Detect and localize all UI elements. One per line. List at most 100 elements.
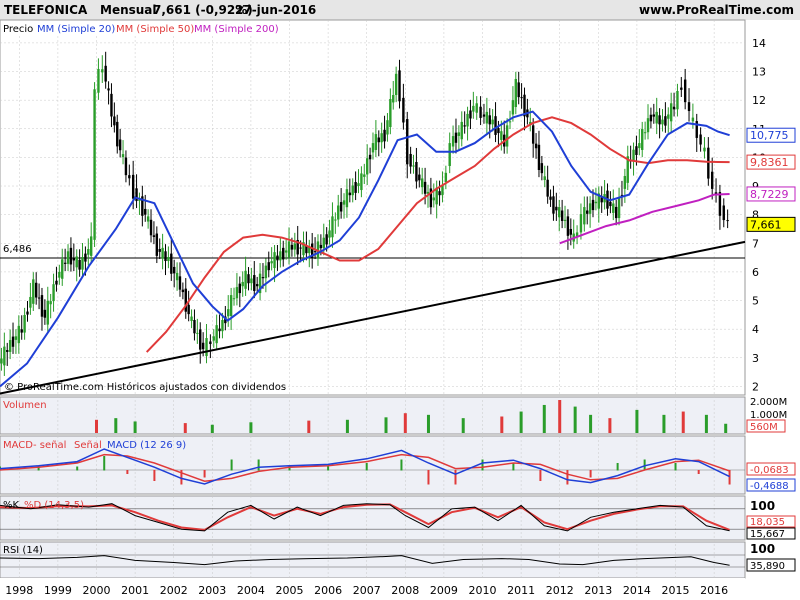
rsi-title: RSI (14) [3, 545, 43, 556]
candle-body [284, 250, 288, 253]
volume-value: 560M [750, 422, 778, 433]
candle-body [339, 202, 343, 212]
candle-body [267, 262, 270, 271]
symbol-label: TELEFONICA [4, 3, 88, 17]
volume-bar [426, 414, 430, 433]
macd-hist-bar [674, 463, 677, 471]
volume-bar [608, 418, 612, 433]
candle-body [282, 247, 285, 260]
candle-body [635, 146, 638, 155]
rsi-value: 35,890 [750, 561, 785, 572]
candle-body [43, 309, 47, 318]
macd-hist-bar [37, 466, 40, 471]
candle-body [235, 287, 239, 299]
x-tick-label: 2009 [430, 584, 458, 597]
value-label-ma20: 10,775 [750, 129, 789, 142]
candle-body [558, 207, 561, 218]
stoch-k-box [746, 527, 796, 540]
candle-body [517, 82, 520, 98]
candle-body [342, 200, 346, 205]
value-label-box-price [746, 216, 796, 232]
candle-body [520, 97, 523, 99]
legend-ma20: MM (Simple 20) [37, 24, 115, 35]
candle-body [319, 244, 323, 249]
candle-body [32, 279, 35, 304]
candle-body [209, 341, 212, 345]
candle-body [597, 193, 600, 209]
candle-body [429, 188, 433, 208]
candle-body [75, 256, 78, 268]
candle-body [328, 230, 331, 238]
candle-body [722, 205, 725, 221]
candle-body [52, 284, 55, 302]
candle-body [695, 121, 698, 138]
y-tick-label: 13 [752, 66, 766, 79]
volume-title: Volumen [3, 400, 47, 411]
candle-body [360, 173, 363, 191]
candle-body [184, 288, 187, 312]
macd-hist-bar [126, 470, 129, 474]
macd-signal-box [746, 462, 796, 476]
period-label: Mensual [100, 3, 157, 17]
candle-body [11, 336, 15, 347]
macd-hist-bar [153, 470, 156, 481]
candle-body [97, 68, 100, 93]
candle-body [426, 191, 430, 194]
candle-body [632, 149, 635, 162]
candle-body [261, 277, 265, 279]
header-bar [0, 0, 800, 20]
volume-bar [724, 423, 728, 433]
candle-body [667, 114, 670, 119]
candle-body [620, 194, 624, 196]
candle-body [415, 161, 418, 182]
macd-hist-bar [76, 466, 79, 471]
candle-body [232, 298, 236, 300]
candle-body [244, 270, 247, 289]
candle-body [113, 116, 116, 126]
candle-body [383, 129, 386, 142]
candle-body [563, 219, 567, 221]
candle-body [229, 295, 233, 316]
x-tick-label: 2001 [121, 584, 149, 597]
x-tick-label: 2014 [623, 584, 651, 597]
candle-body [718, 192, 722, 216]
volume-bar [114, 418, 118, 433]
y-tick-label: 4 [752, 323, 759, 336]
candle-body [482, 114, 486, 117]
candle-body [575, 232, 579, 237]
candle-body [337, 205, 340, 220]
candle-body [308, 247, 311, 254]
macd-legend-diff: MACD- señal [3, 440, 66, 451]
candle-body [676, 90, 679, 110]
candle-body [365, 158, 369, 175]
candle-body [546, 179, 549, 197]
volume-bar [95, 419, 99, 433]
candle-body [293, 243, 297, 250]
date-label: 27-jun-2016 [235, 3, 316, 17]
candle-body [253, 275, 256, 291]
candle-body [258, 273, 262, 294]
candle-body [299, 247, 302, 249]
candle-body [313, 251, 317, 253]
candle-body [224, 316, 227, 324]
footnote: © ProRealTime.com Históricos ajustados c… [4, 381, 286, 393]
candle-body [451, 136, 455, 147]
candle-body [638, 143, 641, 149]
candle-body [537, 144, 541, 170]
candle-body [46, 300, 49, 325]
candle-body [479, 106, 482, 118]
candle-body [124, 157, 128, 176]
macd-value: -0,4688 [750, 481, 789, 492]
candle-body [652, 114, 656, 117]
candle-body [664, 116, 667, 126]
rsi-value-box [746, 558, 796, 572]
x-tick-label: 2003 [198, 584, 226, 597]
candle-body [531, 125, 535, 144]
candle-body [710, 171, 714, 189]
x-tick-label: 2012 [546, 584, 574, 597]
candle-body [104, 65, 107, 82]
candle-body [508, 121, 512, 123]
price-layer [0, 51, 746, 395]
price-panel [0, 19, 746, 396]
candle-body [3, 346, 6, 366]
